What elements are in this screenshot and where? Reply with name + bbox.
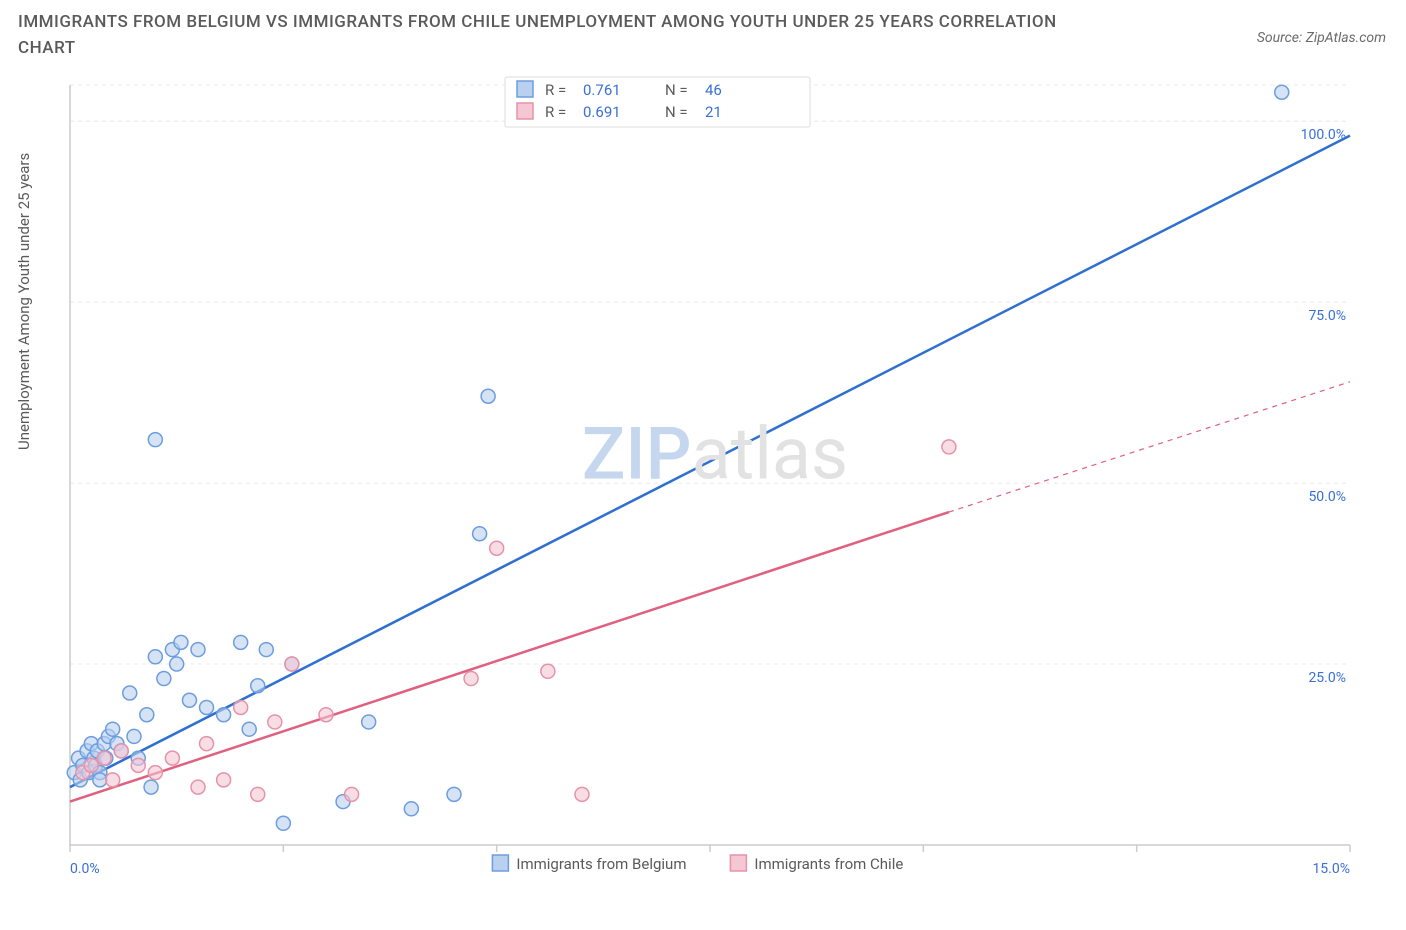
svg-text:Immigrants from Belgium: Immigrants from Belgium [516, 855, 686, 873]
svg-text:N =: N = [665, 103, 688, 121]
svg-text:0.691: 0.691 [583, 103, 621, 121]
svg-text:75.0%: 75.0% [1308, 308, 1346, 324]
svg-text:R =: R = [545, 81, 566, 99]
scatter-chart: 0.0%15.0%25.0%50.0%75.0%100.0%R =0.761N … [60, 75, 1370, 905]
svg-text:N =: N = [665, 81, 688, 99]
svg-text:15.0%: 15.0% [1312, 861, 1350, 877]
svg-text:25.0%: 25.0% [1308, 670, 1346, 686]
svg-text:0.0%: 0.0% [70, 861, 100, 877]
source-attribution: Source: ZipAtlas.com [1257, 30, 1386, 46]
chart-container: ZIPatlas 0.0%15.0%25.0%50.0%75.0%100.0%R… [60, 75, 1370, 865]
svg-text:46: 46 [705, 81, 722, 99]
y-axis-label: Unemployment Among Youth under 25 years [15, 153, 33, 450]
svg-text:0.761: 0.761 [583, 81, 621, 99]
chart-title: IMMIGRANTS FROM BELGIUM VS IMMIGRANTS FR… [18, 10, 1118, 61]
svg-text:21: 21 [705, 103, 722, 121]
svg-text:50.0%: 50.0% [1308, 489, 1346, 505]
svg-text:R =: R = [545, 103, 566, 121]
svg-text:Immigrants from Chile: Immigrants from Chile [754, 855, 903, 873]
